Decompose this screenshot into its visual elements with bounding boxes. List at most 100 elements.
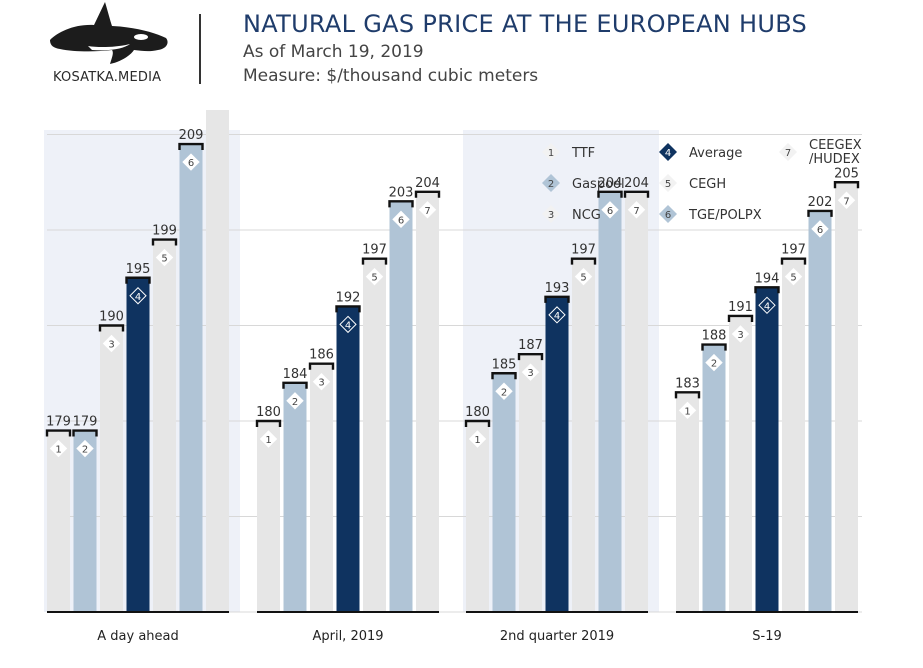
bar — [416, 191, 439, 613]
bar-hub-marker: 3 — [312, 372, 331, 391]
marker-diamond — [837, 191, 856, 209]
marker-number: 5 — [790, 273, 796, 284]
bar-cap — [517, 352, 544, 361]
bar-value-label: 186 — [309, 348, 334, 363]
legend-number: 3 — [548, 210, 554, 221]
category-label: A day ahead — [97, 629, 179, 644]
marker-number: 4 — [764, 301, 770, 312]
bar-hub-marker: 5 — [155, 248, 174, 267]
marker-diamond — [705, 353, 723, 372]
bar-value-label: 203 — [389, 185, 414, 200]
marker-number: 6 — [398, 215, 404, 226]
chart-subtitle: As of March 19, 2019 — [243, 42, 424, 62]
marker-diamond — [339, 315, 357, 334]
brand[interactable]: KOSATKA.MEDIA — [48, 0, 173, 95]
bar-cap — [255, 419, 282, 427]
legend-label: CEEGEX — [809, 138, 862, 153]
marker-diamond — [627, 201, 646, 219]
bar-value-label: 183 — [675, 376, 700, 391]
bar-cap — [727, 314, 754, 322]
bar-hub-marker: 7 — [837, 191, 856, 209]
bar-cap — [623, 190, 650, 198]
marker-diamond — [574, 267, 593, 286]
legend-item: 7 CEEGEX/HUDEX — [779, 138, 862, 167]
bar-cap — [308, 362, 335, 370]
legend-item: 2 Gaspool — [542, 174, 625, 192]
marker-diamond — [811, 220, 829, 238]
marker-diamond — [418, 201, 437, 219]
bar-hub-marker: 1 — [49, 439, 68, 458]
legend-item: 4 Average — [659, 143, 742, 161]
chart-measure: Measure: $/thousand cubic meters — [243, 66, 539, 86]
legend-swatch — [542, 174, 560, 192]
bar-hub-marker: 6 — [182, 153, 200, 171]
bar-cap — [544, 295, 570, 303]
legend-label: NCG — [572, 208, 601, 223]
bar-cap — [597, 190, 623, 198]
marker-diamond — [49, 439, 68, 458]
bar — [572, 258, 595, 612]
bar-cap — [178, 142, 204, 151]
legend-swatch — [779, 143, 797, 161]
legend-swatch — [542, 143, 560, 161]
bar-cap — [754, 286, 780, 294]
marker-number: 3 — [527, 368, 533, 379]
marker-number: 3 — [108, 340, 114, 351]
bar — [519, 354, 542, 612]
bar-value-label: 202 — [808, 195, 833, 210]
bar-hub-marker: 2 — [286, 392, 304, 410]
marker-diamond — [601, 201, 619, 219]
bar — [389, 201, 413, 612]
category-label: S-19 — [752, 629, 782, 644]
marker-diamond — [259, 430, 278, 448]
bar-value-label: 179 — [73, 415, 98, 430]
marker-number: 2 — [82, 445, 88, 456]
bar-cap — [125, 276, 151, 284]
bar-hub-marker: 7 — [627, 201, 646, 219]
bar — [625, 191, 648, 613]
bar-cap — [361, 257, 388, 265]
bar — [466, 421, 489, 612]
bar-value-label: 180 — [256, 405, 281, 420]
bar-hub-marker: 3 — [521, 363, 540, 381]
bar — [808, 210, 832, 612]
marker-diamond — [758, 296, 776, 315]
bar-hub-marker: 4 — [548, 306, 566, 324]
bar-value-label: 184 — [283, 367, 308, 382]
marker-diamond — [102, 334, 121, 353]
bar-chart: 179 1 179 2 190 3 195 4 199 5 209 6 2 1 6 7 A day ahead 1… — [44, 110, 862, 644]
legend-swatch — [659, 205, 677, 223]
bar — [257, 421, 280, 612]
bar — [363, 258, 386, 612]
header: KOSATKA.MEDIA NATURAL GAS PRICE AT THE E… — [0, 0, 923, 110]
bar-cap — [335, 305, 361, 313]
bar-value-label: 197 — [362, 243, 387, 258]
bar-hub-marker: 6 — [811, 220, 829, 238]
orca-whale-icon — [50, 2, 168, 64]
legend-number: 4 — [665, 148, 671, 159]
bar — [206, 110, 229, 612]
marker-diamond — [678, 401, 697, 420]
bar — [310, 363, 333, 612]
bar-hub-marker: 6 — [392, 210, 410, 229]
bar-hub-marker: 4 — [339, 315, 357, 334]
marker-number: 4 — [135, 292, 141, 303]
marker-diamond — [784, 267, 803, 286]
legend-number: 2 — [548, 179, 554, 190]
header-divider — [199, 14, 201, 84]
bar-value-label: 193 — [545, 281, 570, 296]
legend-label: TTF — [571, 146, 595, 161]
brand-name: KOSATKA.MEDIA — [53, 70, 162, 85]
marker-diamond — [392, 210, 410, 229]
marker-number: 7 — [424, 206, 430, 217]
bar-cap — [282, 381, 308, 389]
bar-value-label: 179 — [46, 415, 71, 430]
legend-label: /HUDEX — [809, 152, 860, 167]
bar — [153, 239, 176, 613]
marker-number: 3 — [737, 330, 743, 341]
bar-hub-marker: 4 — [758, 296, 776, 315]
legend-item: 3 NCG — [542, 205, 601, 223]
bar — [73, 430, 97, 612]
legend-label: TGE/POLPX — [688, 208, 762, 223]
marker-diamond — [365, 267, 384, 286]
